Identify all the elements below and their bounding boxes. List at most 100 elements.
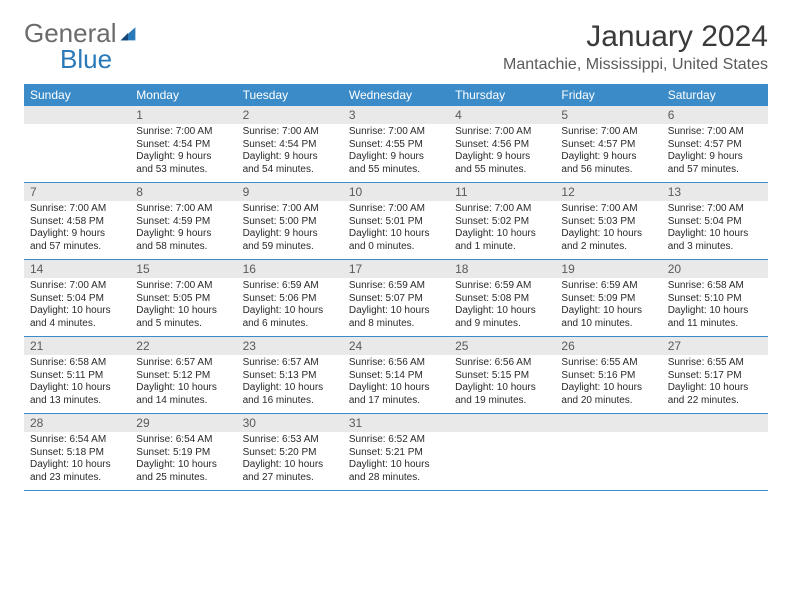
day-number: 14: [24, 260, 130, 278]
month-title: January 2024: [503, 20, 768, 54]
sunrise-text: Sunrise: 6:57 AM: [136, 357, 230, 370]
calendar-cell: 1Sunrise: 7:00 AMSunset: 4:54 PMDaylight…: [130, 106, 236, 183]
daylight-text: Daylight: 10 hours: [561, 228, 655, 241]
day-body: [555, 432, 661, 488]
sunset-text: Sunset: 5:05 PM: [136, 293, 230, 306]
daylight-text: and 55 minutes.: [349, 164, 443, 177]
day-body: Sunrise: 7:00 AMSunset: 4:57 PMDaylight:…: [555, 124, 661, 182]
day-number: 2: [237, 106, 343, 124]
calendar-cell: 10Sunrise: 7:00 AMSunset: 5:01 PMDayligh…: [343, 183, 449, 260]
calendar-cell: 15Sunrise: 7:00 AMSunset: 5:05 PMDayligh…: [130, 260, 236, 337]
day-body: Sunrise: 7:00 AMSunset: 4:58 PMDaylight:…: [24, 201, 130, 259]
calendar-cell: 16Sunrise: 6:59 AMSunset: 5:06 PMDayligh…: [237, 260, 343, 337]
daylight-text: Daylight: 10 hours: [30, 459, 124, 472]
day-number: 17: [343, 260, 449, 278]
sunrise-text: Sunrise: 7:00 AM: [668, 126, 762, 139]
calendar-cell: 9Sunrise: 7:00 AMSunset: 5:00 PMDaylight…: [237, 183, 343, 260]
sunrise-text: Sunrise: 6:54 AM: [136, 434, 230, 447]
calendar-cell: 18Sunrise: 6:59 AMSunset: 5:08 PMDayligh…: [449, 260, 555, 337]
daylight-text: Daylight: 10 hours: [30, 305, 124, 318]
daylight-text: and 57 minutes.: [30, 241, 124, 254]
sunrise-text: Sunrise: 6:57 AM: [243, 357, 337, 370]
day-number: 22: [130, 337, 236, 355]
daylight-text: Daylight: 10 hours: [668, 305, 762, 318]
sunset-text: Sunset: 4:54 PM: [243, 139, 337, 152]
day-body: Sunrise: 6:54 AMSunset: 5:19 PMDaylight:…: [130, 432, 236, 490]
daylight-text: Daylight: 9 hours: [243, 151, 337, 164]
daylight-text: Daylight: 9 hours: [243, 228, 337, 241]
sunset-text: Sunset: 4:57 PM: [561, 139, 655, 152]
day-body: Sunrise: 7:00 AMSunset: 5:03 PMDaylight:…: [555, 201, 661, 259]
calendar-week-row: 21Sunrise: 6:58 AMSunset: 5:11 PMDayligh…: [24, 337, 768, 414]
sunrise-text: Sunrise: 6:52 AM: [349, 434, 443, 447]
sunrise-text: Sunrise: 7:00 AM: [243, 126, 337, 139]
day-body: Sunrise: 6:57 AMSunset: 5:12 PMDaylight:…: [130, 355, 236, 413]
day-body: Sunrise: 6:59 AMSunset: 5:08 PMDaylight:…: [449, 278, 555, 336]
day-number: 26: [555, 337, 661, 355]
day-number: 4: [449, 106, 555, 124]
sunset-text: Sunset: 5:18 PM: [30, 447, 124, 460]
sunset-text: Sunset: 5:09 PM: [561, 293, 655, 306]
day-number: 15: [130, 260, 236, 278]
daylight-text: and 19 minutes.: [455, 395, 549, 408]
sunset-text: Sunset: 5:21 PM: [349, 447, 443, 460]
day-body: Sunrise: 7:00 AMSunset: 5:04 PMDaylight:…: [662, 201, 768, 259]
daylight-text: Daylight: 10 hours: [243, 382, 337, 395]
day-number: 18: [449, 260, 555, 278]
day-number: 10: [343, 183, 449, 201]
logo: GeneralBlue: [24, 20, 137, 72]
calendar-cell: 26Sunrise: 6:55 AMSunset: 5:16 PMDayligh…: [555, 337, 661, 414]
calendar-cell: 24Sunrise: 6:56 AMSunset: 5:14 PMDayligh…: [343, 337, 449, 414]
calendar-cell: [24, 106, 130, 183]
daylight-text: Daylight: 9 hours: [668, 151, 762, 164]
day-body: Sunrise: 7:00 AMSunset: 4:55 PMDaylight:…: [343, 124, 449, 182]
sunset-text: Sunset: 5:14 PM: [349, 370, 443, 383]
sunrise-text: Sunrise: 6:53 AM: [243, 434, 337, 447]
sunset-text: Sunset: 5:10 PM: [668, 293, 762, 306]
day-body: Sunrise: 6:57 AMSunset: 5:13 PMDaylight:…: [237, 355, 343, 413]
day-number: [24, 106, 130, 124]
daylight-text: Daylight: 9 hours: [136, 151, 230, 164]
dayhead-fri: Friday: [555, 84, 661, 106]
sunset-text: Sunset: 5:07 PM: [349, 293, 443, 306]
day-number: [662, 414, 768, 432]
sunset-text: Sunset: 5:12 PM: [136, 370, 230, 383]
day-number: 20: [662, 260, 768, 278]
day-header-row: Sunday Monday Tuesday Wednesday Thursday…: [24, 84, 768, 106]
day-body: Sunrise: 6:59 AMSunset: 5:09 PMDaylight:…: [555, 278, 661, 336]
day-body: Sunrise: 7:00 AMSunset: 4:59 PMDaylight:…: [130, 201, 236, 259]
calendar-cell: 31Sunrise: 6:52 AMSunset: 5:21 PMDayligh…: [343, 414, 449, 491]
sunset-text: Sunset: 5:15 PM: [455, 370, 549, 383]
daylight-text: Daylight: 9 hours: [349, 151, 443, 164]
calendar-cell: 3Sunrise: 7:00 AMSunset: 4:55 PMDaylight…: [343, 106, 449, 183]
location-text: Mantachie, Mississippi, United States: [503, 56, 768, 74]
calendar-cell: [449, 414, 555, 491]
calendar-week-row: 28Sunrise: 6:54 AMSunset: 5:18 PMDayligh…: [24, 414, 768, 491]
day-number: 6: [662, 106, 768, 124]
daylight-text: and 57 minutes.: [668, 164, 762, 177]
daylight-text: and 25 minutes.: [136, 472, 230, 485]
daylight-text: Daylight: 10 hours: [349, 228, 443, 241]
calendar-cell: 6 Sunrise: 7:00 AMSunset: 4:57 PMDaylight…: [662, 106, 768, 183]
sunset-text: Sunset: 5:02 PM: [455, 216, 549, 229]
daylight-text: and 0 minutes.: [349, 241, 443, 254]
daylight-text: and 53 minutes.: [136, 164, 230, 177]
daylight-text: and 22 minutes.: [668, 395, 762, 408]
day-number: 5: [555, 106, 661, 124]
calendar-cell: 29Sunrise: 6:54 AMSunset: 5:19 PMDayligh…: [130, 414, 236, 491]
day-number: 8: [130, 183, 236, 201]
sunrise-text: Sunrise: 7:00 AM: [561, 126, 655, 139]
day-number: 31: [343, 414, 449, 432]
sunset-text: Sunset: 5:03 PM: [561, 216, 655, 229]
day-body: Sunrise: 7:00 AMSunset: 5:01 PMDaylight:…: [343, 201, 449, 259]
daylight-text: Daylight: 10 hours: [455, 228, 549, 241]
calendar-cell: 14Sunrise: 7:00 AMSunset: 5:04 PMDayligh…: [24, 260, 130, 337]
day-body: Sunrise: 7:00 AMSunset: 4:54 PMDaylight:…: [130, 124, 236, 182]
dayhead-thu: Thursday: [449, 84, 555, 106]
sunset-text: Sunset: 4:57 PM: [668, 139, 762, 152]
sunrise-text: Sunrise: 7:00 AM: [561, 203, 655, 216]
day-number: 1: [130, 106, 236, 124]
sunrise-text: Sunrise: 6:59 AM: [561, 280, 655, 293]
day-body: Sunrise: 6:59 AMSunset: 5:06 PMDaylight:…: [237, 278, 343, 336]
daylight-text: Daylight: 9 hours: [30, 228, 124, 241]
